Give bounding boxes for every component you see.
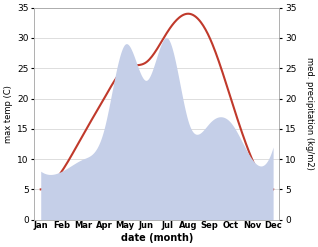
X-axis label: date (month): date (month) [121, 233, 193, 243]
Y-axis label: max temp (C): max temp (C) [4, 85, 13, 143]
Y-axis label: med. precipitation (kg/m2): med. precipitation (kg/m2) [305, 57, 314, 170]
